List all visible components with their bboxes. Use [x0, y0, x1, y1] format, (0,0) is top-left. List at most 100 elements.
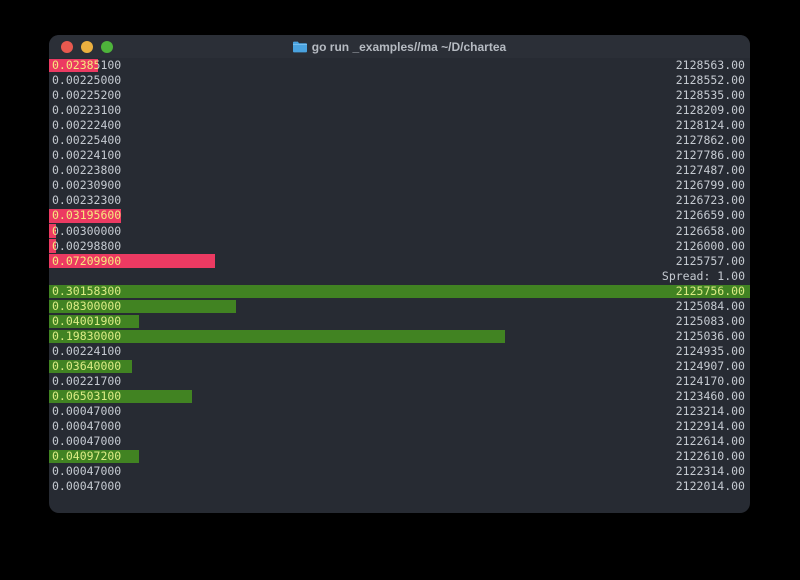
bid-row: 0.00047000 2122614.00 — [49, 434, 750, 449]
bid-row: 0.00224100 2124935.00 — [49, 344, 750, 359]
price-value-on-bar: 2125756.00 — [675, 284, 745, 298]
ask-row: 0.00223800 2127487.00 — [49, 163, 750, 178]
volume-value: 0.00232300 — [52, 193, 122, 208]
price-value: 2127862.00 — [675, 133, 745, 148]
ask-row: 0.00223100 2128209.00 — [49, 103, 750, 118]
minimize-button[interactable] — [81, 40, 93, 53]
volume-value: 0.00047000 — [52, 479, 122, 494]
volume-value-on-bar: 0.30158300 — [52, 284, 122, 298]
volume-value-on-bar: 0.00300000 — [52, 224, 57, 238]
depth-bar: 0.08300000 2125084.00 — [49, 299, 237, 313]
volume-value: 0.00224100 — [52, 148, 122, 163]
volume-value: 0.00222400 — [52, 118, 122, 133]
ask-row: 0.00222400 2128124.00 — [49, 118, 750, 133]
price-value: 2122014.00 — [675, 479, 745, 494]
price-value: 2126000.00 — [675, 238, 745, 253]
spread-row: Spread: 1.00 — [49, 269, 750, 284]
price-value: 2124907.00 — [675, 358, 745, 373]
price-value: 2122610.00 — [675, 449, 745, 464]
bid-row: 0.19830000 2125036.00 0.19830000 2125036… — [49, 329, 750, 344]
price-value: 2125036.00 — [675, 328, 745, 343]
titlebar[interactable]: go run _examples//ma ~/D/chartea — [49, 35, 750, 58]
price-value: 2126799.00 — [675, 178, 745, 193]
depth-bar: 0.04097200 2122610.00 — [49, 450, 140, 464]
price-value: 2122314.00 — [675, 464, 745, 479]
price-value: 2127786.00 — [675, 148, 745, 163]
bid-row: 0.08300000 2125084.00 0.08300000 2125084… — [49, 299, 750, 314]
volume-value-on-bar: 0.06503100 — [52, 389, 122, 404]
bid-row: 0.00047000 2123214.00 — [49, 404, 750, 419]
volume-value: 0.00225400 — [52, 133, 122, 148]
price-value: 2128124.00 — [675, 118, 745, 133]
ask-row: 0.02385100 2128563.00 0.02385100 2128563… — [49, 58, 750, 73]
bid-row: 0.00221700 2124170.00 — [49, 374, 750, 389]
ask-row: 0.00224100 2127786.00 — [49, 148, 750, 163]
volume-value-on-bar: 0.03640000 — [52, 359, 122, 373]
volume-value-on-bar: 0.07209900 — [52, 254, 122, 268]
volume-value: 0.00225000 — [52, 73, 122, 88]
depth-bar: 0.00298800 2126000.00 — [49, 239, 57, 253]
volume-value: 0.00047000 — [52, 419, 122, 434]
ask-row: 0.07209900 2125757.00 0.07209900 2125757… — [49, 254, 750, 269]
depth-bar: 0.04001900 2125083.00 — [49, 314, 139, 329]
ask-row: 0.00225000 2128552.00 — [49, 73, 750, 88]
volume-value: 0.00300000 — [52, 223, 122, 238]
volume-value: 0.00298800 — [52, 238, 122, 253]
ask-row: 0.00225400 2127862.00 — [49, 133, 750, 148]
price-value: 2123214.00 — [675, 404, 745, 419]
traffic-lights — [61, 40, 113, 53]
volume-value: 0.00224100 — [52, 343, 122, 358]
ask-row: 0.00225200 2128535.00 — [49, 88, 750, 103]
volume-value: 0.00230900 — [52, 178, 122, 193]
volume-value: 0.00223800 — [52, 163, 122, 178]
price-value: 2124170.00 — [675, 373, 745, 388]
volume-value-on-bar: 0.04001900 — [52, 314, 122, 328]
price-value: 2122614.00 — [675, 434, 745, 449]
ask-row: 0.00232300 2126723.00 — [49, 193, 750, 208]
bid-row: 0.04001900 2125083.00 0.04001900 2125083… — [49, 314, 750, 329]
window-title-text: go run _examples//ma ~/D/chartea — [311, 39, 507, 54]
bid-row: 0.30158300 2125756.00 0.30158300 2125756… — [49, 284, 750, 299]
depth-bar: 0.30158300 2125756.00 — [49, 284, 750, 298]
ask-row: 0.00230900 2126799.00 — [49, 178, 750, 193]
volume-value: 0.00047000 — [52, 404, 122, 419]
depth-bar: 0.19830000 2125036.00 — [49, 329, 505, 344]
price-value: 2122914.00 — [675, 419, 745, 434]
depth-bar: 0.07209900 2125757.00 — [49, 254, 216, 268]
volume-value-on-bar: 0.08300000 — [52, 299, 122, 313]
window-title: go run _examples//ma ~/D/chartea — [49, 35, 750, 58]
bid-row: 0.00047000 2122014.00 — [49, 479, 750, 494]
volume-value: 0.00225200 — [52, 88, 122, 103]
terminal-output: 0.02385100 2128563.00 0.02385100 2128563… — [49, 58, 750, 494]
depth-bar: 0.03195600 2126659.00 — [49, 209, 121, 223]
volume-value-on-bar: 0.02385100 — [52, 58, 99, 72]
price-value: 2125084.00 — [675, 298, 745, 313]
price-value: 2126659.00 — [675, 208, 745, 223]
price-value: 2125757.00 — [675, 253, 745, 268]
price-value: 2128552.00 — [675, 73, 745, 88]
volume-value-on-bar: 0.03195600 — [52, 209, 121, 223]
depth-bar: 0.02385100 2128563.00 — [49, 58, 99, 73]
volume-value: 0.00223100 — [52, 103, 122, 118]
price-value: 2128209.00 — [675, 103, 745, 118]
price-value: 2128563.00 — [675, 58, 745, 72]
price-value: 2123460.00 — [675, 389, 745, 404]
spread-label: Spread: 1.00 — [661, 268, 745, 283]
close-button[interactable] — [61, 40, 73, 53]
bid-row: 0.04097200 2122610.00 0.04097200 2122610… — [49, 449, 750, 464]
volume-value: 0.00047000 — [52, 464, 122, 479]
terminal-window: go run _examples//ma ~/D/chartea 0.02385… — [49, 35, 750, 513]
bid-row: 0.00047000 2122914.00 — [49, 419, 750, 434]
depth-bar: 0.03640000 2124907.00 — [49, 359, 132, 374]
volume-value: 0.00221700 — [52, 373, 122, 388]
ask-row: 0.00300000 2126658.00 0.00300000 2126658… — [49, 224, 750, 239]
ask-row: 0.00298800 2126000.00 0.00298800 2126000… — [49, 239, 750, 254]
folder-icon — [292, 41, 307, 52]
volume-value-on-bar: 0.19830000 — [52, 329, 122, 343]
zoom-button[interactable] — [101, 40, 113, 53]
depth-bar: 0.00300000 2126658.00 — [49, 224, 57, 238]
price-value: 2126723.00 — [675, 193, 745, 208]
volume-value: 0.00047000 — [52, 434, 122, 449]
price-value: 2126658.00 — [675, 223, 745, 238]
bid-row: 0.06503100 2123460.00 0.06503100 2123460… — [49, 389, 750, 404]
